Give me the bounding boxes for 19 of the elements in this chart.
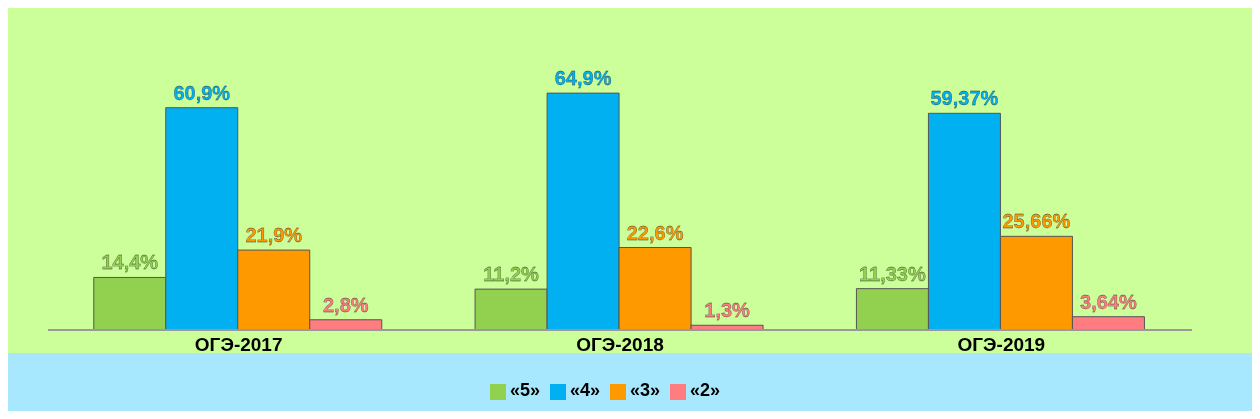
data-label: 14,4% (101, 251, 159, 274)
data-label: 3,64% (1080, 290, 1137, 313)
legend-label: «2» (690, 380, 721, 400)
x-tick-label: ОГЭ-2019 (957, 334, 1046, 356)
legend-label: «3» (630, 380, 661, 400)
x-tick-label: ОГЭ-2018 (576, 334, 664, 356)
data-label: 59,37% (930, 87, 999, 110)
data-label: 25,66% (1002, 210, 1071, 233)
data-label: 64,9% (554, 67, 612, 90)
legend-label: «5» (509, 380, 540, 400)
data-label: 11,2% (483, 263, 540, 286)
legend-label: «4» (569, 380, 600, 400)
x-tick-label: ОГЭ-2017 (194, 334, 283, 356)
data-label: 1,3% (704, 299, 751, 322)
data-label: 21,9% (245, 224, 303, 247)
data-label: 11,33% (859, 262, 926, 285)
data-label: 2,8% (322, 293, 369, 316)
data-label: 22,6% (626, 221, 684, 244)
data-label: 60,9% (173, 81, 231, 104)
